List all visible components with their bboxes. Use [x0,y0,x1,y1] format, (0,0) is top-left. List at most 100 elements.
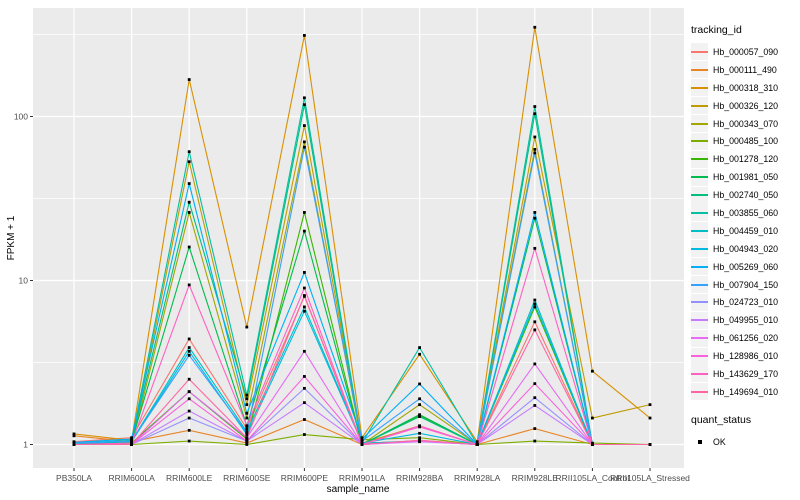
legend-key-swatch [691,61,708,79]
data-point [591,443,594,446]
data-point [245,433,249,436]
data-point [187,245,191,249]
data-point [303,433,306,436]
legend-key-line-icon [691,355,708,358]
legend-key-swatch [691,43,708,61]
legend-key-line-icon [691,265,708,268]
legend-key-swatch [691,293,708,311]
legend-key-line-icon [691,247,708,250]
data-point [187,397,191,401]
data-point [303,294,306,297]
x-tick-label: RRII105LA_Stressed [610,473,690,483]
data-point [303,211,306,214]
axes: 1 10 100 PB350LA RRIM600LA RRIM600LE RRIM600SE… [14,112,690,484]
data-point [648,416,652,420]
legend-item-label: Hb_000343_070 [713,118,779,129]
data-point [533,112,537,116]
legend-key-line-icon [691,229,708,232]
legend-key-swatch [691,115,708,132]
x-tick-label: RRIM600LE [166,473,213,483]
data-point [533,151,537,155]
legend-key-swatch [691,186,708,204]
legend-key-square-point-icon [697,439,702,444]
data-point [187,346,191,349]
legend-key-line-icon [691,140,708,143]
legend-key-swatch [691,204,708,222]
data-point [591,441,594,445]
data-point [533,298,537,302]
legend-item-label: Hb_005269_060 [713,261,779,272]
legend-item-label: Hb_003855_060 [713,207,779,218]
data-point [245,441,249,445]
x-tick-label: PB350LA [56,473,92,483]
data-point [418,415,421,418]
data-point [245,397,249,401]
data-point [187,160,191,164]
legend-item-label: Hb_024723_010 [713,297,779,308]
panel-background [33,8,684,468]
data-point [245,439,249,443]
data-point [533,148,537,151]
data-point [533,305,537,309]
legend-item-label: Hb_049955_010 [713,315,779,326]
data-point [360,437,364,441]
data-point [418,436,421,440]
data-point [130,439,133,443]
legend-item-label: Hb_001981_050 [713,172,779,183]
data-point [187,337,191,341]
data-point [418,397,421,401]
legend-key-swatch [691,311,708,329]
data-point [533,302,537,306]
data-point [591,369,594,373]
legend-key-line-icon [691,390,708,393]
legend-key-line-icon [691,319,708,322]
legend-key-line-icon [691,122,708,125]
legend-key-swatch [691,365,708,383]
data-point [418,403,421,407]
y-tick-label: 100 [14,112,28,122]
data-point [187,409,191,413]
legend-key-swatch [691,329,708,347]
data-point [303,34,306,37]
legend-item-label: OK [713,436,726,447]
data-point [72,443,76,446]
data-point [303,271,306,274]
legend-item-label: Hb_149694_010 [713,386,779,397]
data-point [245,393,249,397]
legend-key-swatch [691,168,708,186]
legend-key-line-icon [691,301,708,304]
legend-key-swatch [691,97,708,115]
data-point [648,403,652,407]
data-point [303,145,306,149]
data-point [533,382,537,386]
data-point [360,441,364,445]
legend-item: Hb_007904_150 [691,276,799,294]
legend-key-swatch [691,276,708,294]
legend-key-line-icon [691,372,708,375]
legend-key-swatch [691,150,708,168]
legend-item-quant-status: OK [691,433,799,451]
data-point [418,346,421,349]
data-point [533,439,537,443]
data-point [187,211,191,214]
data-point [533,404,537,407]
y-axis-title: FPKM + 1 [6,215,17,260]
legend-title-quant-status: quant_status [691,413,752,426]
data-point [187,283,191,287]
data-point [418,413,421,417]
legend-key-swatch [691,258,708,276]
legend-item: Hb_128986_010 [691,347,799,365]
legend-key-line-icon [691,337,708,340]
legend-item: Hb_003855_060 [691,204,799,222]
data-point [303,401,306,405]
data-point [533,216,537,220]
data-point [418,438,421,442]
plot-panel [33,8,684,468]
x-tick-label: RRIM928LE [512,473,559,483]
data-point [418,352,421,356]
legend-key-swatch [691,132,708,150]
legend-key-line-icon [691,158,708,161]
data-point [245,325,249,329]
legend-item-label: Hb_004943_020 [713,243,779,254]
